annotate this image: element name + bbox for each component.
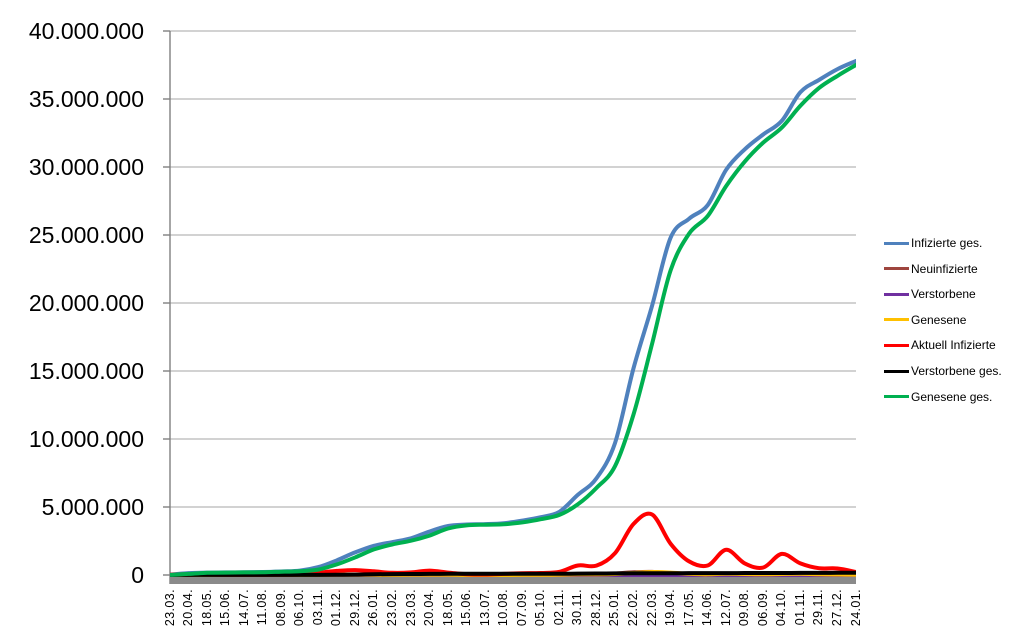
x-axis-label-text: 26.01.	[366, 589, 381, 627]
legend-swatch-verstorbene-ges	[884, 369, 909, 373]
legend-swatch-verstorbene	[884, 292, 909, 296]
x-axis-label-text: 24.01.	[848, 589, 863, 627]
x-axis-label-text: 29.12.	[347, 589, 362, 627]
x-axis-label-text: 04.10.	[774, 589, 789, 627]
x-axis-label-text: 06.10.	[292, 589, 307, 627]
x-axis-label-text: 09.08.	[737, 589, 752, 627]
x-axis-label-text: 17.05.	[681, 589, 696, 627]
legend-item-neuinfizierte: Neuinfizierte	[884, 261, 978, 277]
x-axis-label-text: 25.01.	[607, 589, 622, 627]
x-axis-line	[170, 576, 856, 584]
x-axis-label-text: 05.10.	[533, 589, 548, 627]
y-axis-label: 15.000.000	[28, 358, 144, 384]
legend-item-verstorbene: Verstorbene	[884, 286, 976, 302]
x-axis-label-text: 01.11.	[792, 589, 807, 626]
legend-label: Genesene	[911, 312, 967, 327]
x-axis-label-text: 12.07.	[718, 589, 733, 627]
legend-label: Genesene ges.	[911, 389, 993, 404]
x-axis-label-text: 06.09.	[755, 589, 770, 627]
x-axis-label-text: 18.05.	[440, 589, 455, 627]
legend-item-aktuell-infizierte: Aktuell Infizierte	[884, 337, 996, 353]
legend-item-infizierte-ges: Infizierte ges.	[884, 235, 982, 251]
x-axis-label-text: 10.08.	[496, 589, 511, 627]
x-axis-label-text: 15.06.	[218, 589, 233, 627]
x-axis-label-text: 03.11.	[310, 589, 325, 626]
legend-item-genesene-ges: Genesene ges.	[884, 389, 992, 405]
x-axis-label-text: 18.05.	[199, 589, 214, 627]
x-axis-label-text: 01.12.	[329, 589, 344, 627]
x-axis-label-text: 22.02.	[626, 589, 640, 627]
y-axis-label: 5.000.000	[41, 494, 144, 520]
x-axis-label-text: 02.11.	[551, 589, 566, 626]
legend-label: Infizierte ges.	[911, 236, 983, 250]
series-line-verstorbene-ges	[170, 570, 856, 577]
x-axis-label-text: 27.12.	[829, 589, 844, 627]
y-axis-label: 40.000.000	[28, 18, 144, 44]
legend-label: Verstorbene	[911, 287, 976, 302]
series-lines	[170, 58, 856, 577]
x-axis-label-text: 23.03.	[162, 589, 177, 627]
legend-label: Aktuell Infizierte	[911, 338, 996, 353]
series-line-genesene-ges	[170, 63, 856, 577]
series-line-infizierte-ges	[170, 58, 856, 577]
x-axis-label-text: 22.03.	[644, 589, 659, 627]
y-axis-label: 30.000.000	[28, 154, 144, 180]
x-axis-label-text: 11.08.	[255, 589, 270, 626]
legend-swatch-genesene-ges	[884, 395, 909, 399]
x-axis-label-text: 07.09.	[514, 589, 529, 627]
legend-swatch-infizierte-ges	[884, 241, 909, 245]
x-axis-label-text: 28.12.	[588, 589, 603, 627]
y-axis-label: 25.000.000	[28, 222, 144, 248]
x-axis-label-text: 29.11.	[811, 589, 826, 626]
legend-item-verstorbene-ges: Verstorbene ges.	[884, 363, 1002, 379]
y-axis-label: 10.000.000	[28, 426, 144, 452]
y-axis-label: 0	[131, 562, 144, 588]
x-axis-label-text: 20.04.	[181, 589, 196, 627]
legend-swatch-aktuell-infizierte	[884, 343, 909, 347]
legend-swatch-genesene	[884, 318, 909, 322]
x-axis-label-text: 14.06.	[700, 589, 715, 627]
x-axis-label-text: 15.06.	[459, 589, 474, 627]
x-axis-label-text: 20.04.	[422, 589, 437, 627]
x-axis-label-text: 30.11.	[570, 589, 585, 626]
gridlines	[163, 30, 856, 576]
x-axis-label-text: 14.07.	[236, 589, 251, 627]
x-axis-label-text: 19.04.	[663, 589, 678, 627]
legend-label: Verstorbene ges.	[911, 364, 1002, 378]
legend-swatch-neuinfizierte	[884, 267, 909, 271]
x-axis-label-text: 23.03.	[403, 589, 418, 627]
legend-item-genesene: Genesene	[884, 312, 966, 328]
legend-label: Neuinfizierte	[911, 261, 978, 276]
y-axis-label: 20.000.000	[28, 290, 144, 316]
y-axis-label: 35.000.000	[28, 86, 144, 112]
x-axis-label-text: 13.07.	[477, 589, 492, 627]
x-axis-label-text: 23.02.	[384, 589, 399, 627]
x-axis-label-text: 08.09.	[273, 589, 288, 627]
